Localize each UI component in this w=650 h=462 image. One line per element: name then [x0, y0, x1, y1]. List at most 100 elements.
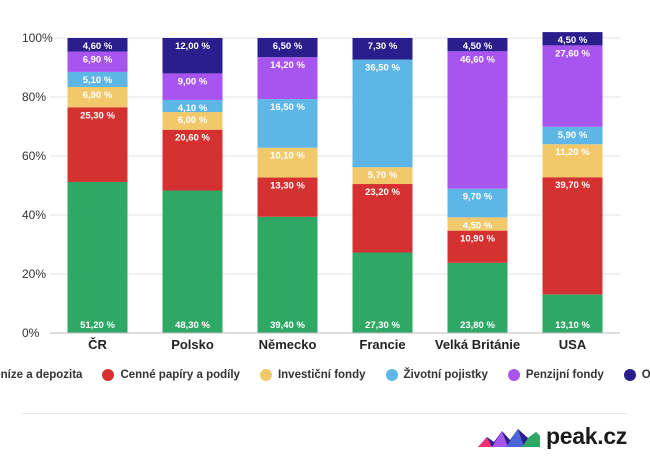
bar-segment	[67, 181, 128, 333]
bar-segment	[352, 252, 413, 333]
data-label: 4,50 %	[463, 220, 493, 231]
bar-segment	[447, 188, 508, 218]
data-label: 7,30 %	[368, 41, 398, 52]
data-label: 13,10 %	[555, 320, 590, 331]
x-tick-label: Francie	[359, 337, 405, 352]
bar-segment	[257, 38, 318, 58]
data-label: 13,30 %	[270, 181, 305, 192]
stacked-bar-chart: 0% 20% 40% 60% 80% 100% 51,20 % 25,30 % 6,90 % 5,…	[22, 31, 620, 352]
bar-segment	[352, 184, 413, 253]
data-label: 27,60 %	[555, 48, 590, 59]
bar-segment	[257, 57, 318, 100]
brand-name: peak.cz	[546, 423, 628, 449]
y-tick-label: 20%	[22, 267, 46, 281]
data-label: 27,30 %	[365, 320, 400, 331]
data-label: 16,50 %	[270, 102, 305, 113]
y-tick-label: 40%	[22, 208, 46, 222]
legend-label: Ostatní	[641, 369, 650, 381]
bar-segment	[447, 217, 508, 231]
data-label: 4,60 %	[83, 41, 113, 52]
bar-segment	[447, 262, 508, 333]
data-label: 51,20 %	[80, 320, 115, 331]
bar-segment	[542, 126, 603, 145]
data-label: 12,00 %	[175, 41, 210, 52]
legend-swatch	[102, 369, 115, 381]
legend-label: Investiční fondy	[277, 369, 366, 381]
data-label: 9,00 %	[178, 76, 208, 87]
bar-segment	[542, 32, 603, 46]
legend-label: Penzijní fondy	[525, 369, 604, 381]
data-label: 6,00 %	[178, 115, 208, 126]
data-label: 6,90 %	[83, 55, 113, 66]
bar-segment	[257, 216, 318, 333]
bar-segment	[162, 38, 223, 74]
legend-item: Životní pojistky	[385, 369, 488, 381]
data-label: 11,20 %	[555, 147, 590, 158]
bar-segment	[542, 144, 603, 178]
legend-swatch	[507, 369, 520, 381]
data-label: 6,50 %	[273, 41, 303, 52]
bar-segment	[542, 294, 603, 333]
y-tick-label: 100%	[22, 31, 53, 45]
legend-item: Peníze a depozita	[0, 369, 82, 381]
x-tick-label: USA	[559, 337, 587, 352]
data-label: 23,80 %	[460, 320, 495, 331]
data-label: 36,50 %	[365, 63, 400, 74]
bar-segment	[352, 38, 413, 60]
bar-segment	[542, 177, 603, 295]
data-label: 4,50 %	[463, 41, 493, 52]
legend-label: Životní pojistky	[403, 369, 488, 381]
bar-segment	[162, 99, 223, 113]
data-label: 39,70 %	[555, 180, 590, 191]
data-label: 5,10 %	[83, 75, 113, 86]
bar-segment	[162, 129, 223, 191]
legend-item: Investiční fondy	[259, 369, 366, 381]
data-label: 4,10 %	[178, 103, 208, 114]
bar-segment	[352, 59, 413, 168]
y-tick-label: 0%	[22, 326, 40, 340]
footer-divider	[22, 413, 627, 414]
data-label: 46,60 %	[460, 54, 495, 65]
legend-swatch	[623, 369, 636, 381]
data-label: 10,10 %	[270, 151, 305, 162]
x-tick-label: Velká Británie	[435, 337, 520, 352]
data-label: 5,70 %	[368, 170, 398, 181]
data-label: 39,40 %	[270, 320, 305, 331]
data-label: 9,70 %	[463, 192, 493, 203]
legend-swatch	[259, 369, 272, 381]
legend-swatch	[385, 369, 398, 381]
data-label: 25,30 %	[80, 110, 115, 121]
bar-segment	[447, 38, 508, 52]
legend-item: Penzijní fondy	[507, 369, 604, 381]
x-tick-label: ČR	[88, 337, 107, 352]
data-label: 10,90 %	[460, 234, 495, 245]
legend-label: Peníze a depozita	[0, 369, 83, 381]
data-label: 20,60 %	[175, 133, 210, 144]
bar-segment	[67, 71, 128, 87]
x-tick-label: Polsko	[171, 337, 214, 352]
chart-legend: Peníze a depozita Cenné papíry a podíly In…	[0, 369, 650, 381]
data-label: 5,90 %	[558, 130, 588, 141]
bar-segment	[67, 51, 128, 72]
bar-segment	[257, 177, 318, 217]
bar-segment	[162, 190, 223, 333]
legend-item: Cenné papíry a podíly	[102, 369, 240, 381]
bar-segment	[162, 112, 223, 130]
bar-segment	[67, 86, 128, 108]
brand-logo: peak.cz	[478, 423, 627, 450]
bar-segment	[67, 38, 128, 52]
bar-segment	[67, 107, 128, 182]
data-label: 4,50 %	[558, 35, 588, 46]
data-label: 48,30 %	[175, 320, 210, 331]
y-tick-label: 60%	[22, 149, 46, 163]
data-label: 6,90 %	[83, 90, 113, 101]
legend-label: Cenné papíry a podíly	[120, 369, 240, 381]
data-label: 14,20 %	[270, 60, 305, 71]
bar-segment	[162, 73, 223, 100]
bar-segment	[447, 51, 508, 189]
bar-segment	[352, 167, 413, 185]
bar-segment	[257, 99, 318, 148]
bar-segment	[257, 147, 318, 178]
legend-item: Ostatní	[623, 369, 650, 381]
bar-segment	[542, 45, 603, 127]
